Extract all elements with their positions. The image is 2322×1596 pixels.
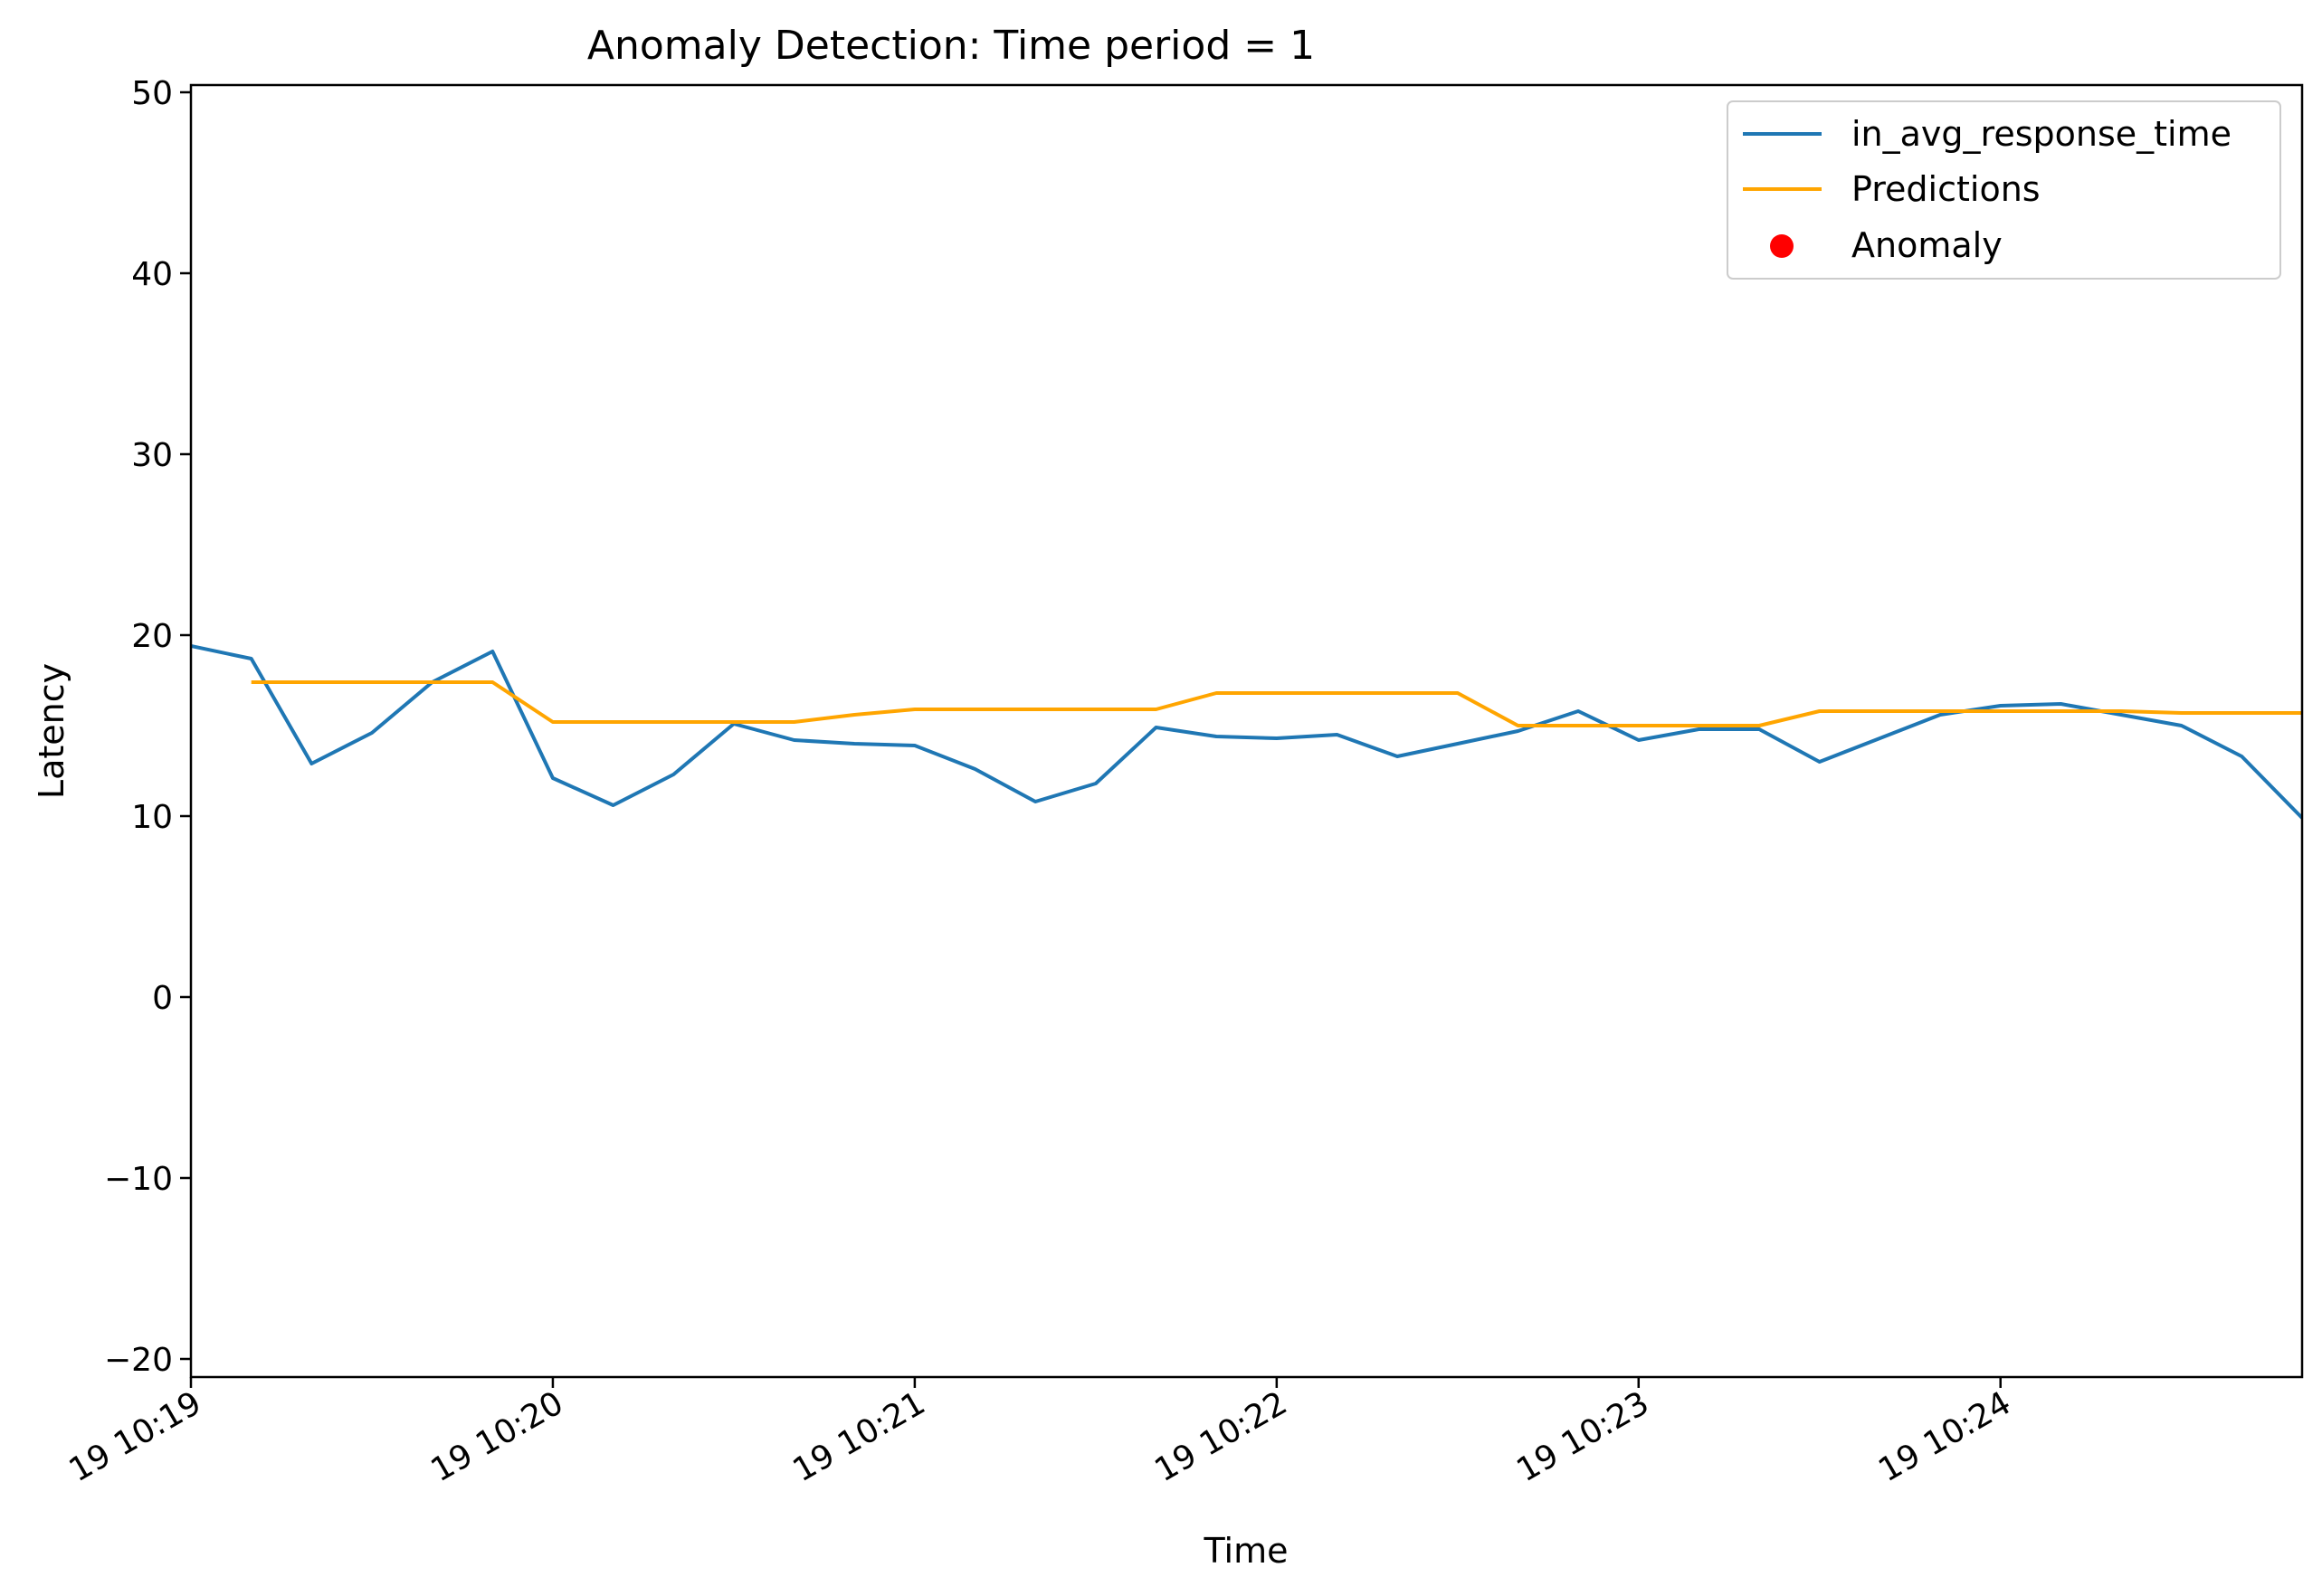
y-tick-label: 10 <box>131 799 173 836</box>
legend: in_avg_response_time Predictions Anomaly <box>1727 100 2281 280</box>
legend-label-predictions: Predictions <box>1851 169 2041 209</box>
legend-label-anomaly: Anomaly <box>1851 225 2003 265</box>
series-line-in-avg-response-time <box>191 644 2302 820</box>
y-tick-label: 20 <box>131 618 173 655</box>
y-tick-label: −20 <box>104 1342 173 1379</box>
plot-frame <box>189 83 2304 1379</box>
y-axis-label: Latency <box>32 663 71 799</box>
y-tick-label: 30 <box>131 437 173 474</box>
y-tick-label: −10 <box>104 1161 173 1198</box>
y-tick-label: 50 <box>131 75 173 112</box>
series-layer <box>191 644 2302 820</box>
legend-box <box>1727 100 2281 280</box>
chart-title: Anomaly Detection: Time period = 1 <box>587 23 1315 69</box>
x-axis-label: Time <box>1204 1531 1289 1571</box>
y-tick-label: 0 <box>152 980 173 1017</box>
legend-label-in-avg-response-time: in_avg_response_time <box>1851 114 2232 154</box>
legend-swatch-anomaly <box>1770 234 1794 258</box>
y-tick-label: 40 <box>131 256 173 293</box>
y-axis: −20 −10 0 10 20 30 40 50 <box>104 75 191 1379</box>
series-line-predictions <box>251 680 2302 727</box>
